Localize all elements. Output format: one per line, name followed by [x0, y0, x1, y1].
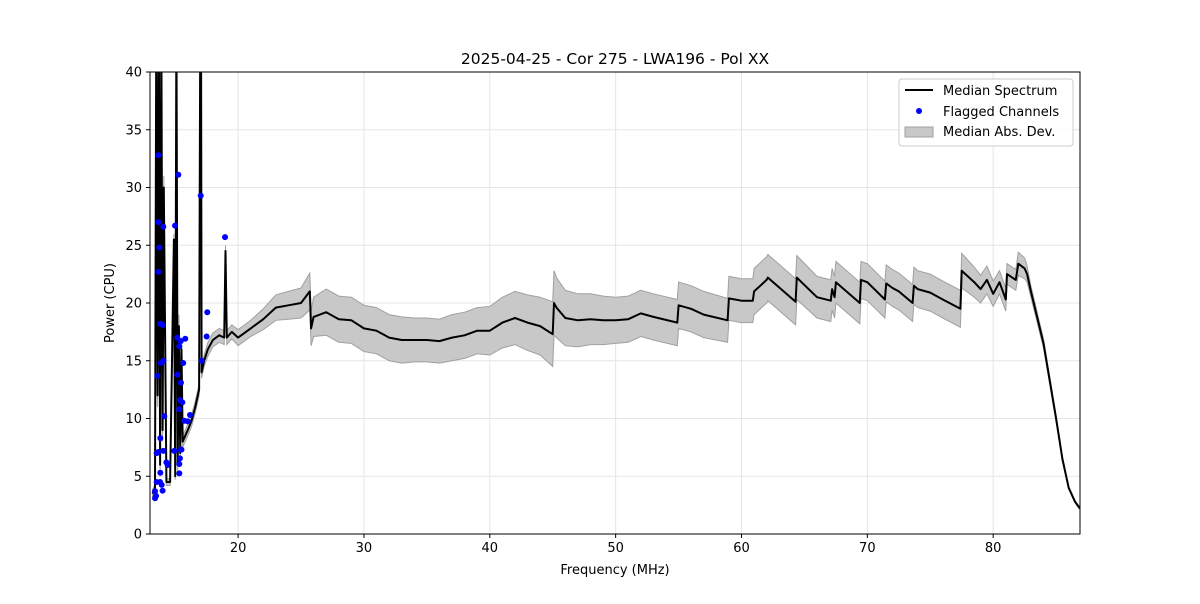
x-tick-label: 30: [356, 541, 373, 556]
flagged-channel-point: [164, 462, 171, 469]
flagged-channel-point: [222, 234, 229, 241]
flagged-channel-point: [187, 412, 194, 419]
flagged-channel-point: [176, 455, 183, 462]
flagged-channel-point: [171, 447, 178, 454]
x-tick-label: 40: [482, 541, 499, 556]
x-tick-label: 60: [733, 541, 750, 556]
legend-box: [898, 78, 1074, 147]
y-tick-label: 35: [125, 123, 142, 138]
flagged-channels: [152, 152, 229, 502]
flagged-channel-point: [157, 435, 164, 442]
flagged-channel-point: [179, 399, 186, 406]
flagged-channel-point: [176, 470, 183, 477]
flagged-channel-point: [197, 192, 204, 199]
flagged-channel-point: [152, 488, 159, 495]
flagged-channel-point: [155, 219, 162, 226]
legend-mad-swatch: [904, 126, 934, 138]
flagged-channel-point: [155, 152, 162, 159]
flagged-channel-point: [203, 333, 210, 340]
y-tick-label: 40: [125, 66, 142, 81]
flagged-channel-point: [160, 357, 167, 364]
y-tick-label: 10: [125, 412, 142, 427]
flagged-channel-point: [160, 447, 167, 454]
y-tick-label: 15: [125, 354, 142, 369]
chart-title: 2025-04-25 - Cor 275 - LWA196 - Pol XX: [461, 50, 770, 68]
y-tick-label: 0: [134, 528, 142, 543]
flagged-channel-point: [160, 223, 167, 230]
legend-mad-label: Median Abs. Dev.: [943, 125, 1055, 140]
flagged-channel-point: [176, 406, 183, 413]
flagged-channel-point: [177, 338, 184, 345]
x-axis-label: Frequency (MHz): [560, 563, 669, 578]
flagged-channel-point: [182, 335, 189, 342]
x-tick-label: 50: [607, 541, 624, 556]
flagged-channel-point: [176, 343, 183, 350]
flagged-channel-point: [161, 413, 168, 420]
flagged-channel-point: [155, 448, 162, 455]
flagged-channel-point: [175, 171, 182, 178]
flagged-channel-point: [155, 268, 162, 275]
y-axis-label: Power (CPU): [103, 263, 118, 343]
flagged-channel-point: [159, 321, 166, 328]
flagged-channel-point: [180, 360, 187, 367]
median-spectrum-line: [151, 72, 1080, 510]
legend-flagged-swatch: [916, 108, 922, 114]
flagged-channel-point: [157, 469, 164, 476]
flagged-channel-point: [158, 481, 165, 488]
legend: Median Spectrum Flagged Channels Median …: [898, 78, 1074, 147]
flagged-channel-point: [156, 244, 163, 251]
flagged-channel-point: [176, 461, 183, 468]
flagged-channel-point: [152, 495, 159, 502]
legend-flagged-label: Flagged Channels: [943, 105, 1059, 120]
x-tick-label: 80: [985, 541, 1002, 556]
flagged-channel-point: [204, 309, 211, 316]
flagged-channel-point: [174, 371, 181, 378]
y-tick-label: 20: [125, 297, 142, 312]
flagged-channel-point: [154, 372, 161, 379]
mad-band: [152, 72, 1080, 511]
x-tick-label: 70: [859, 541, 876, 556]
y-tick-label: 30: [125, 181, 142, 196]
axis-ticks: 20 30 40 50 60 70 80 0 5 10 15 20 25 30 35 40: [125, 66, 1001, 557]
flagged-channel-point: [159, 487, 166, 494]
y-tick-label: 25: [125, 239, 142, 254]
legend-median-label: Median Spectrum: [943, 84, 1057, 99]
flagged-channel-point: [177, 379, 184, 386]
x-tick-label: 20: [230, 541, 247, 556]
y-tick-label: 5: [134, 470, 142, 485]
flagged-channel-point: [178, 446, 185, 453]
flagged-channel-point: [184, 418, 191, 425]
flagged-channel-point: [198, 357, 205, 364]
flagged-channel-point: [172, 222, 179, 229]
